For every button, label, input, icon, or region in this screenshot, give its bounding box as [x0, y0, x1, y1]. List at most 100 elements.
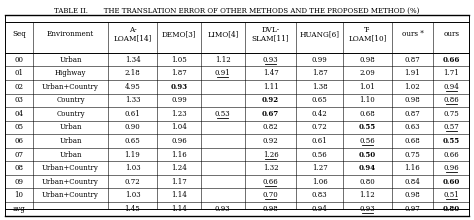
Text: 0.42: 0.42 [312, 110, 328, 118]
Text: 07: 07 [14, 150, 23, 159]
Text: 0.92: 0.92 [263, 137, 278, 145]
Text: 1.02: 1.02 [405, 83, 420, 91]
Text: Seq: Seq [12, 30, 26, 38]
Text: 1.87: 1.87 [171, 69, 187, 77]
Text: 1.14: 1.14 [171, 205, 187, 213]
Text: 1.14: 1.14 [171, 191, 187, 199]
Text: 1.03: 1.03 [125, 164, 140, 172]
Text: 0.93: 0.93 [263, 56, 278, 64]
Text: Country: Country [56, 96, 85, 104]
Text: 0.50: 0.50 [359, 150, 376, 159]
Text: 1.45: 1.45 [125, 205, 140, 213]
Text: Urban+Country: Urban+Country [42, 83, 99, 91]
Text: 0.84: 0.84 [405, 178, 420, 186]
Text: 0.86: 0.86 [443, 96, 459, 104]
Text: T-
LOAM[10]: T- LOAM[10] [348, 26, 386, 43]
Text: 0.66: 0.66 [443, 56, 460, 64]
Text: 0.98: 0.98 [263, 205, 278, 213]
Text: Urban+Country: Urban+Country [42, 178, 99, 186]
Text: 0.99: 0.99 [171, 96, 187, 104]
Text: 0.66: 0.66 [263, 178, 278, 186]
Text: 0.70: 0.70 [263, 191, 278, 199]
Text: 0.68: 0.68 [405, 137, 420, 145]
Text: 0.97: 0.97 [405, 205, 420, 213]
Text: 0.96: 0.96 [171, 137, 187, 145]
Text: Urban: Urban [59, 123, 82, 131]
Text: 0.67: 0.67 [262, 110, 279, 118]
Text: 1.12: 1.12 [359, 191, 375, 199]
Text: 0.57: 0.57 [443, 123, 459, 131]
Text: 0.72: 0.72 [125, 178, 140, 186]
Text: 0.87: 0.87 [405, 56, 420, 64]
Text: 0.55: 0.55 [359, 123, 376, 131]
Text: 0.65: 0.65 [125, 137, 140, 145]
Text: 0.75: 0.75 [405, 150, 420, 159]
Text: 1.17: 1.17 [171, 178, 187, 186]
Text: 09: 09 [14, 178, 23, 186]
Text: 1.91: 1.91 [405, 69, 420, 77]
Text: avg: avg [12, 205, 25, 213]
Text: 0.80: 0.80 [443, 205, 460, 213]
Text: Urban: Urban [59, 137, 82, 145]
Text: 0.65: 0.65 [312, 96, 328, 104]
Text: Highway: Highway [55, 69, 86, 77]
Text: 1.04: 1.04 [171, 123, 187, 131]
Text: 2.18: 2.18 [125, 69, 140, 77]
Text: 08: 08 [14, 164, 23, 172]
Text: 0.90: 0.90 [125, 123, 140, 131]
Text: 0.56: 0.56 [312, 150, 328, 159]
Text: 0.60: 0.60 [443, 178, 460, 186]
Text: 03: 03 [15, 96, 23, 104]
Text: 0.72: 0.72 [312, 123, 328, 131]
Text: 1.05: 1.05 [171, 56, 187, 64]
Text: 1.32: 1.32 [263, 164, 278, 172]
Text: 1.10: 1.10 [359, 96, 375, 104]
Text: 0.98: 0.98 [359, 56, 375, 64]
Text: 1.01: 1.01 [359, 83, 375, 91]
Text: 1.03: 1.03 [125, 191, 140, 199]
Text: 0.94: 0.94 [312, 205, 328, 213]
Text: 0.96: 0.96 [443, 164, 459, 172]
Text: 0.93: 0.93 [171, 83, 187, 91]
Text: 1.24: 1.24 [171, 164, 187, 172]
Text: 0.91: 0.91 [215, 69, 231, 77]
Text: 0.66: 0.66 [443, 150, 459, 159]
Text: 1.47: 1.47 [263, 69, 278, 77]
Text: Urban: Urban [59, 56, 82, 64]
Text: Urban+Country: Urban+Country [42, 164, 99, 172]
Text: 0.56: 0.56 [359, 137, 375, 145]
Text: 1.11: 1.11 [263, 83, 278, 91]
Text: 4.95: 4.95 [125, 83, 140, 91]
Text: A-
LOAM[14]: A- LOAM[14] [113, 26, 152, 43]
Text: Country: Country [56, 110, 85, 118]
Text: 1.19: 1.19 [125, 150, 140, 159]
Text: 1.87: 1.87 [312, 69, 328, 77]
Text: DVL-
SLAM[11]: DVL- SLAM[11] [252, 26, 289, 43]
Text: 06: 06 [14, 137, 23, 145]
Text: 0.68: 0.68 [359, 110, 375, 118]
Text: LIMO[4]: LIMO[4] [207, 30, 238, 38]
Text: 1.26: 1.26 [263, 150, 278, 159]
Text: 0.83: 0.83 [312, 191, 328, 199]
Text: 00: 00 [14, 56, 23, 64]
Text: 1.16: 1.16 [405, 164, 420, 172]
Text: ours *: ours * [401, 30, 423, 38]
Text: 0.98: 0.98 [405, 96, 420, 104]
Text: HUANG[6]: HUANG[6] [300, 30, 339, 38]
Text: DEMO[3]: DEMO[3] [162, 30, 196, 38]
Text: 0.99: 0.99 [312, 56, 328, 64]
Text: 1.33: 1.33 [125, 96, 140, 104]
Text: 0.53: 0.53 [215, 110, 231, 118]
Text: 1.38: 1.38 [312, 83, 328, 91]
Text: 2.09: 2.09 [359, 69, 375, 77]
Text: Urban+Country: Urban+Country [42, 191, 99, 199]
Text: 0.63: 0.63 [405, 123, 420, 131]
Text: 10: 10 [14, 191, 23, 199]
Text: 0.75: 0.75 [443, 110, 459, 118]
Text: 0.94: 0.94 [443, 83, 459, 91]
Text: Urban: Urban [59, 150, 82, 159]
Text: 1.12: 1.12 [215, 56, 231, 64]
Text: 0.93: 0.93 [215, 205, 231, 213]
Text: 0.61: 0.61 [125, 110, 140, 118]
Text: 1.34: 1.34 [125, 56, 140, 64]
